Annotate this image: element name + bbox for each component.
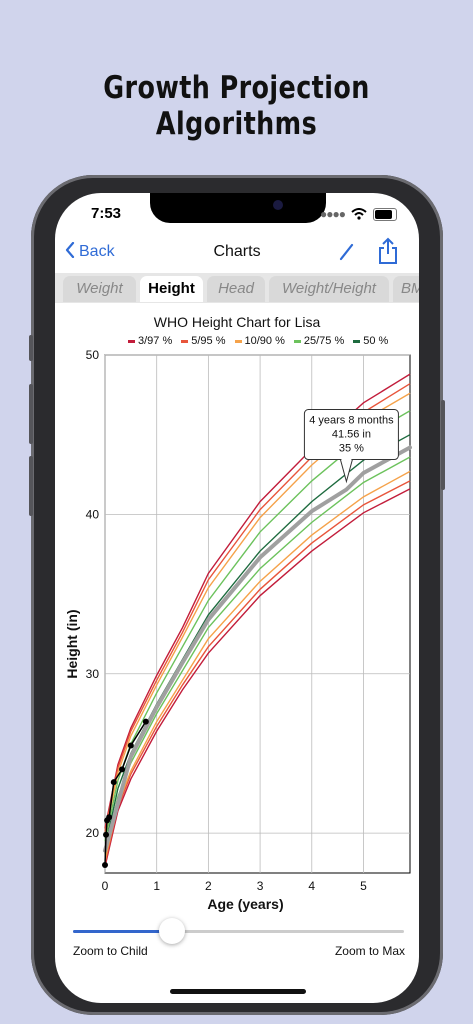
x-axis-label: Age (years) <box>207 896 283 912</box>
chart-legend: 3/97 % 5/95 % 10/90 % 25/75 % 50 % <box>128 335 388 347</box>
measurement-point[interactable] <box>106 814 113 821</box>
x-tick-label: 2 <box>205 879 212 893</box>
measurement-point[interactable] <box>110 779 117 786</box>
y-tick-label: 40 <box>86 507 100 521</box>
tab-weight[interactable]: Weight <box>63 276 136 302</box>
zoom-slider-fill <box>73 930 173 933</box>
chevron-left-icon <box>65 241 75 259</box>
zoom-slider-thumb[interactable] <box>159 918 186 944</box>
percentile-line-lower <box>104 480 411 864</box>
nav-bar: Back Charts <box>55 233 419 273</box>
signal-icon: ●●●● <box>320 207 346 221</box>
wifi-icon <box>351 208 367 220</box>
tab-bmi[interactable]: BM <box>393 276 419 302</box>
notch <box>150 193 326 223</box>
y-tick-label: 50 <box>86 348 100 362</box>
side-button <box>29 384 33 444</box>
legend-entry-3-97: 3/97 % <box>128 335 172 347</box>
battery-icon <box>373 207 397 221</box>
side-button <box>29 456 33 516</box>
page-title: Charts <box>213 243 261 260</box>
share-icon[interactable] <box>377 237 399 265</box>
chart-tabs: Weight Height Head Weight/Height BM <box>55 273 419 303</box>
y-axis-label: Height (in) <box>64 609 80 678</box>
back-button[interactable]: Back <box>65 241 115 261</box>
tab-head[interactable]: Head <box>207 276 265 302</box>
measurement-point[interactable] <box>119 766 126 773</box>
zoom-to-child-label[interactable]: Zoom to Child <box>73 944 148 958</box>
side-button <box>29 335 33 361</box>
chart-title: WHO Height Chart for Lisa <box>153 314 321 330</box>
legend-entry-50: 50 % <box>353 335 388 347</box>
zoom-to-max-label[interactable]: Zoom to Max <box>334 944 405 958</box>
phone-screen: 7:53 ●●●● Back Charts Weight Height Head <box>55 193 419 1003</box>
measurement-point[interactable] <box>102 862 108 869</box>
measurement-point[interactable] <box>127 742 134 749</box>
tab-height[interactable]: Height <box>140 276 203 302</box>
percentile-line-lower <box>104 488 411 867</box>
camera-icon <box>273 200 283 210</box>
side-button <box>441 400 445 490</box>
x-tick-label: 0 <box>102 879 109 893</box>
tab-weight-height[interactable]: Weight/Height <box>269 276 389 302</box>
tooltip-line: 41.56 in <box>332 429 371 441</box>
status-icons: ●●●● <box>320 207 397 221</box>
pencil-icon[interactable] <box>337 239 357 263</box>
legend-entry-10-90: 10/90 % <box>234 335 285 347</box>
legend-entry-5-95: 5/95 % <box>181 335 226 347</box>
legend-entry-25-75: 25/75 % <box>293 335 344 347</box>
height-chart[interactable]: 0 1 2 3 4 5 20 30 40 50 Age (years) Height (in) 4 ye… <box>55 343 419 913</box>
zoom-slider[interactable] <box>73 918 404 944</box>
x-tick-label: 5 <box>360 879 367 893</box>
tooltip-line: 35 % <box>339 443 364 455</box>
x-tick-label: 3 <box>257 879 264 893</box>
measurement-point[interactable] <box>103 831 110 838</box>
projection-line <box>103 445 412 853</box>
x-tick-label: 4 <box>308 879 315 893</box>
headline: Growth Projection Algorithms <box>103 70 370 142</box>
status-time: 7:53 <box>91 205 122 222</box>
back-label: Back <box>79 243 115 260</box>
measurement-point[interactable] <box>142 718 149 725</box>
y-tick-label: 20 <box>86 826 100 840</box>
y-tick-label: 30 <box>86 667 100 681</box>
x-tick-label: 1 <box>153 879 160 893</box>
tooltip-line: 4 years 8 months <box>309 415 394 427</box>
percentile-line-lower <box>104 470 411 861</box>
home-indicator <box>170 989 306 994</box>
